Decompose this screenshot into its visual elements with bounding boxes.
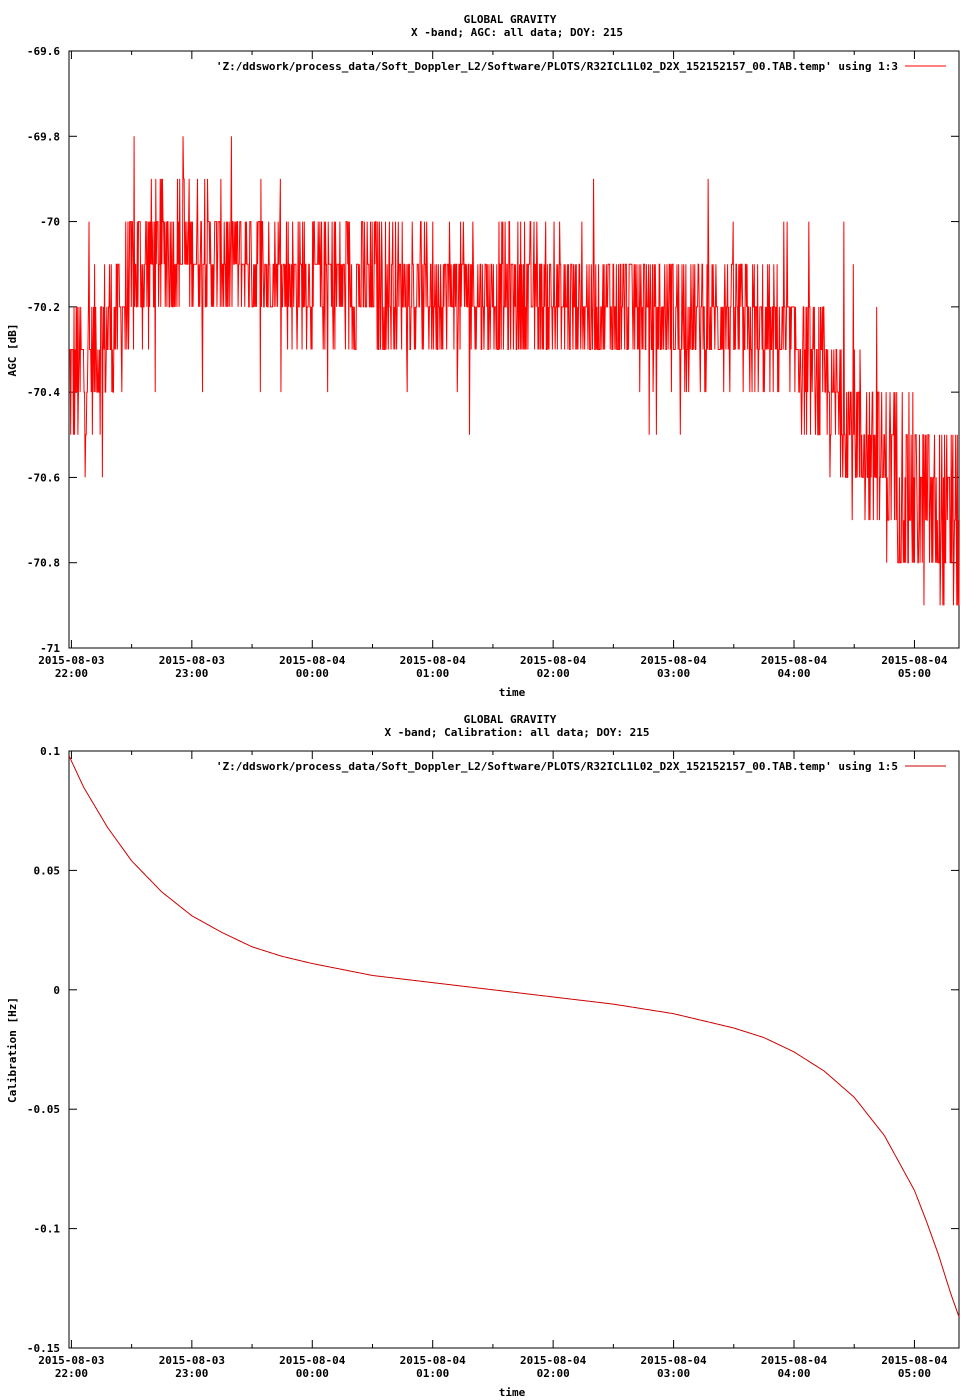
x-tick-date: 2015-08-03 <box>38 654 104 667</box>
x-tick-date: 2015-08-04 <box>520 1354 587 1367</box>
x-tick-time: 00:00 <box>296 667 329 680</box>
x-tick-date: 2015-08-04 <box>279 654 346 667</box>
y-tick-label: -69.8 <box>27 130 60 143</box>
series-line <box>69 136 960 606</box>
chart-subtitle: X -band; AGC: all data; DOY: 215 <box>411 26 623 39</box>
chart-subtitle: X -band; Calibration: all data; DOY: 215 <box>385 726 650 739</box>
y-axis-label: AGC [dB] <box>6 324 19 377</box>
x-tick-date: 2015-08-04 <box>761 654 828 667</box>
x-tick-date: 2015-08-04 <box>881 654 948 667</box>
chart-title: GLOBAL GRAVITY <box>464 13 557 26</box>
y-tick-label: -71 <box>40 642 60 655</box>
legend-label: 'Z:/ddswork/process_data/Soft_Doppler_L2… <box>216 760 898 773</box>
x-tick-time: 01:00 <box>416 667 449 680</box>
x-tick-date: 2015-08-04 <box>400 654 467 667</box>
x-tick-time: 23:00 <box>175 667 208 680</box>
data-series <box>68 755 960 1318</box>
x-tick-time: 22:00 <box>55 1367 88 1380</box>
x-tick-date: 2015-08-03 <box>38 1354 104 1367</box>
y-tick-label: -70.8 <box>27 557 60 570</box>
y-tick-label: -0.05 <box>27 1103 60 1116</box>
series-line <box>68 755 960 1318</box>
x-tick-time: 22:00 <box>55 667 88 680</box>
x-ticks: 2015-08-0322:002015-08-0323:002015-08-04… <box>38 51 948 680</box>
y-ticks: -69.6 -69.8 -70 -70.2 -70.4 -70.6 -70.8 -71 <box>27 45 959 655</box>
y-tick-label: 0.1 <box>40 745 60 758</box>
x-tick-date: 2015-08-03 <box>159 1354 225 1367</box>
y-tick-label: -70.2 <box>27 301 60 314</box>
x-tick-date: 2015-08-04 <box>761 1354 828 1367</box>
x-tick-date: 2015-08-04 <box>881 1354 948 1367</box>
x-tick-time: 04:00 <box>777 1367 810 1380</box>
chart-title: GLOBAL GRAVITY <box>464 713 557 726</box>
y-tick-label: 0 <box>53 984 60 997</box>
x-tick-time: 23:00 <box>175 1367 208 1380</box>
y-tick-label: -70.6 <box>27 471 60 484</box>
calibration-chart: GLOBAL GRAVITY X -band; Calibration: all… <box>6 713 960 1399</box>
y-tick-label: -0.15 <box>27 1342 60 1355</box>
x-tick-time: 03:00 <box>657 1367 690 1380</box>
x-tick-date: 2015-08-04 <box>520 654 587 667</box>
x-tick-time: 03:00 <box>657 667 690 680</box>
y-tick-label: -70 <box>40 216 60 229</box>
x-tick-time: 01:00 <box>416 1367 449 1380</box>
x-tick-date: 2015-08-03 <box>159 654 225 667</box>
y-axis-label: Calibration [Hz] <box>6 997 19 1103</box>
y-tick-label: -70.4 <box>27 386 60 399</box>
x-ticks: 2015-08-0322:002015-08-0323:002015-08-04… <box>38 751 948 1380</box>
x-tick-time: 02:00 <box>537 667 570 680</box>
x-axis-label: time <box>499 686 526 699</box>
x-tick-date: 2015-08-04 <box>640 1354 707 1367</box>
legend-label: 'Z:/ddswork/process_data/Soft_Doppler_L2… <box>216 60 898 73</box>
y-tick-label: -69.6 <box>27 45 60 58</box>
x-tick-date: 2015-08-04 <box>400 1354 467 1367</box>
x-tick-time: 02:00 <box>537 1367 570 1380</box>
y-ticks: 0.1 0.05 0 -0.05 -0.1 -0.15 <box>27 745 959 1355</box>
agc-chart: GLOBAL GRAVITY X -band; AGC: all data; D… <box>6 13 960 699</box>
x-tick-time: 05:00 <box>898 1367 931 1380</box>
x-tick-time: 05:00 <box>898 667 931 680</box>
x-tick-date: 2015-08-04 <box>640 654 707 667</box>
data-series <box>69 136 960 606</box>
x-axis-label: time <box>499 1386 526 1399</box>
y-tick-label: 0.05 <box>34 864 61 877</box>
y-tick-label: -0.1 <box>34 1223 61 1236</box>
plot-frame <box>68 750 960 1349</box>
x-tick-time: 04:00 <box>777 667 810 680</box>
x-tick-date: 2015-08-04 <box>279 1354 346 1367</box>
x-tick-time: 00:00 <box>296 1367 329 1380</box>
